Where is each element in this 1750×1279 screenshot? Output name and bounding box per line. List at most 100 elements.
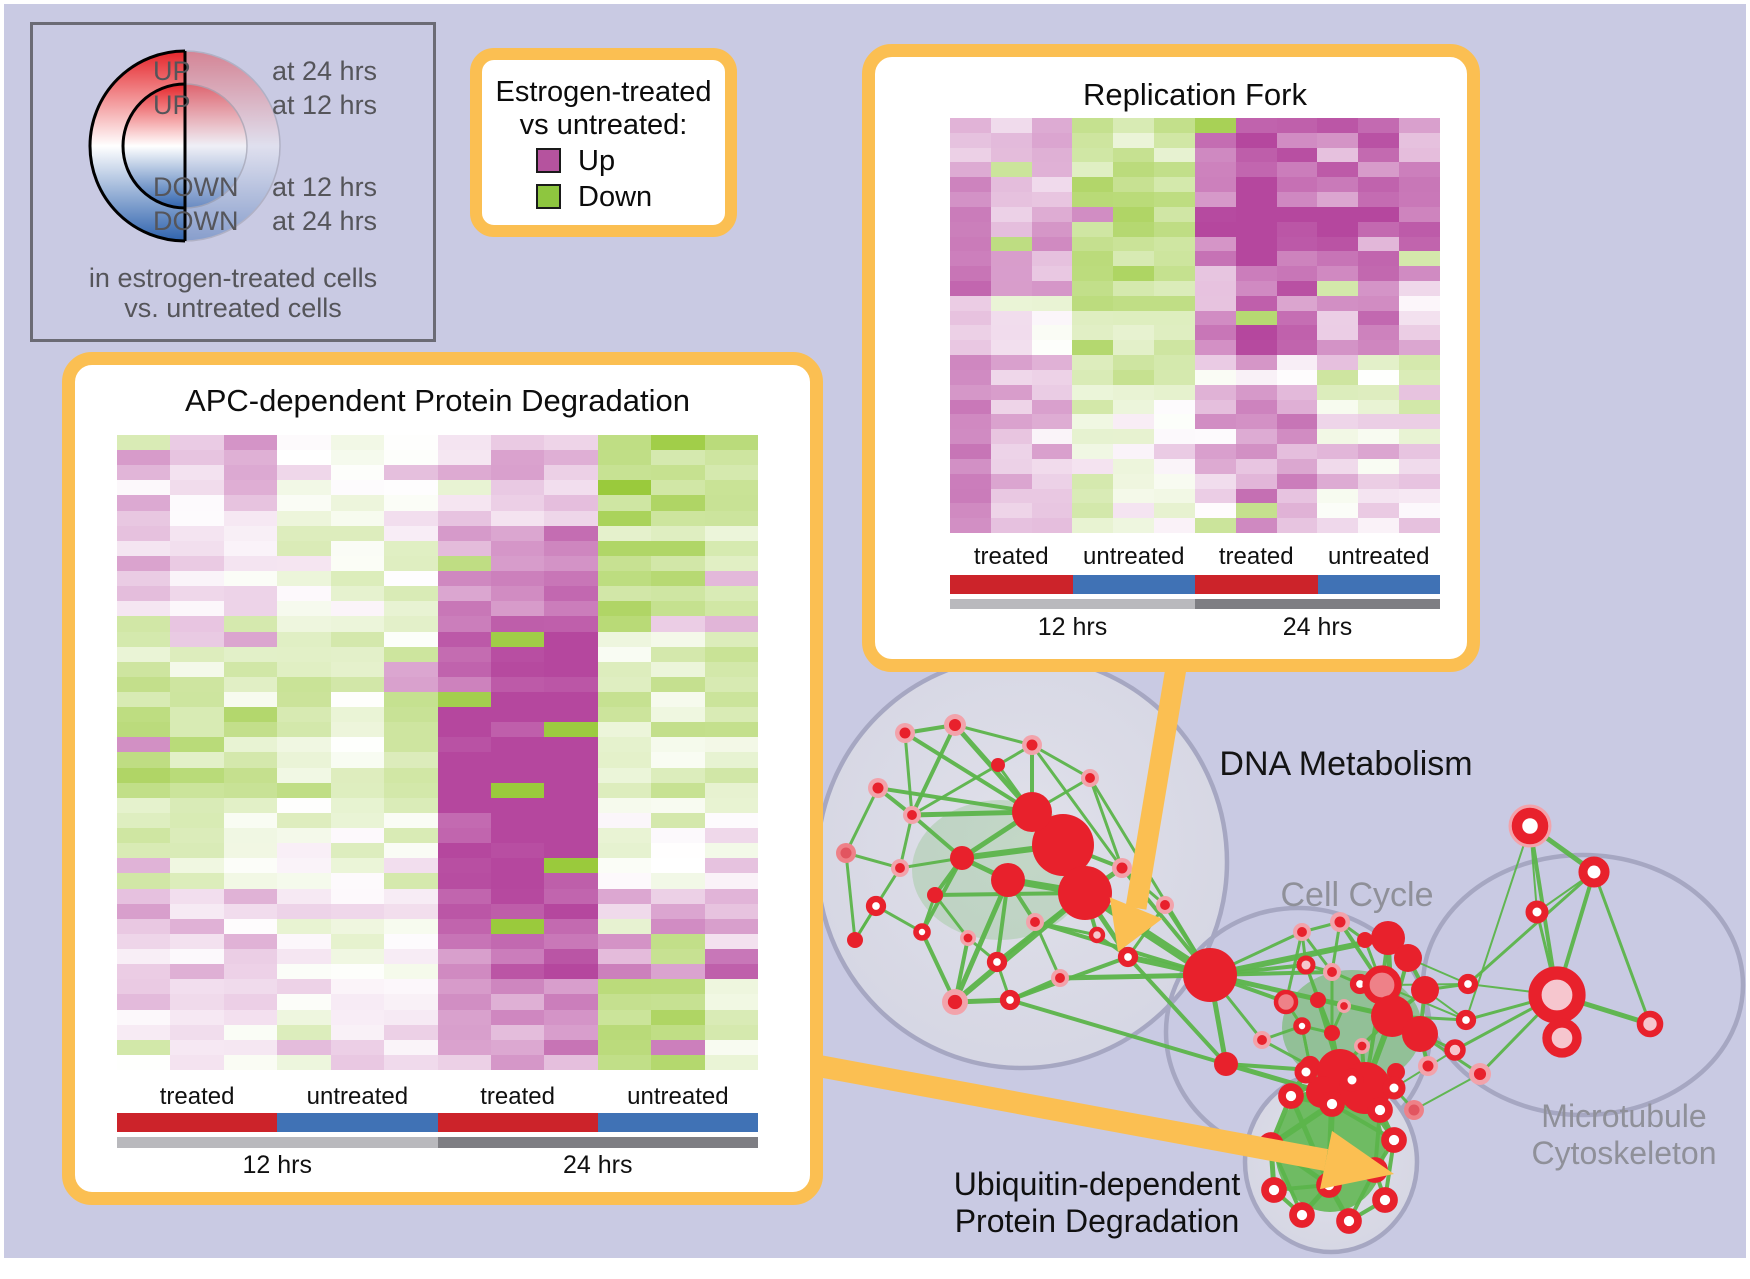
heatmap-cell	[1358, 458, 1400, 474]
heatmap-cell	[597, 616, 652, 632]
heatmap-cell	[990, 503, 1032, 519]
heatmap-cell	[437, 555, 491, 572]
heatmap-cell	[330, 994, 385, 1010]
heatmap-cell	[117, 616, 171, 632]
heatmap-cell	[1317, 236, 1359, 252]
heatmap-cell	[277, 782, 331, 798]
heatmap-cell	[170, 646, 224, 662]
heatmap-cell	[170, 903, 224, 919]
heatmap-cell	[170, 979, 224, 995]
heatmap-cell	[170, 692, 224, 708]
heatmap-cell	[170, 843, 224, 859]
heatmap-cell	[651, 949, 705, 965]
heatmap-cell	[1194, 473, 1236, 489]
heatmap-cell	[170, 465, 224, 481]
heatmap-cell	[330, 435, 385, 451]
heatmap-cell	[651, 722, 705, 738]
heatmap-cell	[330, 949, 385, 965]
heatmap-cell	[223, 1039, 278, 1055]
heatmap-cell	[651, 692, 705, 708]
heatmap-cell	[1235, 132, 1277, 148]
heatmap-cell	[117, 782, 171, 798]
heatmap-cell	[384, 676, 438, 693]
heatmap-cell	[597, 1039, 652, 1055]
heatmap-cell	[597, 933, 652, 950]
heatmap-cell	[544, 767, 598, 783]
heatmap-cell	[384, 555, 438, 572]
heatmap-cell	[384, 918, 438, 934]
heatmap-cell	[1072, 266, 1114, 282]
heatmap-cell	[1276, 236, 1318, 252]
heatmap-cell	[990, 414, 1032, 430]
heatmap-cell	[1317, 355, 1359, 370]
heatmap-cell	[490, 555, 545, 572]
heatmap-cell	[1317, 429, 1359, 445]
heatmap-cell	[704, 994, 758, 1010]
treatment-bar	[1317, 575, 1440, 594]
heatmap-cell	[490, 450, 545, 466]
heatmap-cell	[1399, 414, 1440, 430]
heatmap-cell	[544, 843, 598, 859]
heatmap-cell	[1399, 488, 1440, 504]
heatmap-cell	[544, 797, 598, 813]
heatmap-cell	[170, 540, 224, 556]
heatmap-cell	[1358, 177, 1400, 193]
heatmap-cell	[1031, 281, 1073, 296]
heatmap-cell	[597, 692, 652, 708]
heatmap-cell	[1072, 281, 1114, 296]
heatmap-cell	[597, 964, 652, 980]
heatmap-cell	[490, 1009, 545, 1025]
apc-treatment-labels: treated untreated treated untreated	[117, 1083, 758, 1111]
heatmap-cell	[223, 903, 278, 919]
heatmap-cell	[277, 933, 331, 950]
heatmap-cell	[277, 495, 331, 511]
heatmap-cell	[437, 571, 491, 587]
heatmap-cell	[1194, 503, 1236, 519]
treatment-bar	[117, 1113, 278, 1132]
heatmap-cell	[117, 843, 171, 859]
heatmap-cell	[1276, 384, 1318, 400]
heatmap-cell	[1235, 266, 1277, 282]
heatmap-cell	[597, 737, 652, 753]
heatmap-cell	[704, 918, 758, 934]
heatmap-cell	[1113, 473, 1155, 489]
heatmap-cell	[1113, 458, 1155, 474]
heatmap-cell	[223, 540, 278, 556]
heatmap-cell	[223, 1009, 278, 1025]
heatmap-cell	[170, 707, 224, 723]
heatmap-cell	[544, 616, 598, 632]
heatmap-cell	[277, 510, 331, 526]
treatment-label: treated	[973, 543, 1049, 570]
heatmap-cell	[170, 722, 224, 738]
heatmap-cell	[1113, 414, 1155, 430]
heatmap-cell	[223, 752, 278, 768]
heatmap-cell	[437, 737, 491, 753]
heatmap-cell	[223, 797, 278, 813]
heatmap-cell	[437, 480, 491, 496]
heatmap-cell	[1194, 118, 1236, 133]
heatmap-cell	[1194, 251, 1236, 267]
heatmap-cell	[170, 858, 224, 874]
heatmap-cell	[1358, 429, 1400, 445]
heatmap-cell	[704, 540, 758, 556]
heatmap-cell	[1072, 384, 1114, 400]
heatmap-cell	[1399, 355, 1440, 370]
heatmap-cell	[330, 510, 385, 526]
heatmap-cell	[651, 495, 705, 511]
heatmap-cell	[170, 994, 224, 1010]
heatmap-cell	[651, 450, 705, 466]
heatmap-cell	[651, 843, 705, 859]
key-row-down-24: DOWN at 24 hrs	[33, 206, 433, 236]
heatmap-cell	[544, 435, 598, 451]
heatmap-cell	[170, 918, 224, 934]
heatmap-cell	[1276, 518, 1318, 533]
heatmap-cell	[597, 495, 652, 511]
heatmap-cell	[223, 450, 278, 466]
heatmap-cell	[223, 918, 278, 934]
heatmap-cell	[1276, 503, 1318, 519]
heatmap-cell	[990, 132, 1032, 148]
heatmap-cell	[1194, 340, 1236, 356]
heatmap-cell	[384, 933, 438, 950]
heatmap-cell	[437, 994, 491, 1010]
heatmap-cell	[330, 450, 385, 466]
